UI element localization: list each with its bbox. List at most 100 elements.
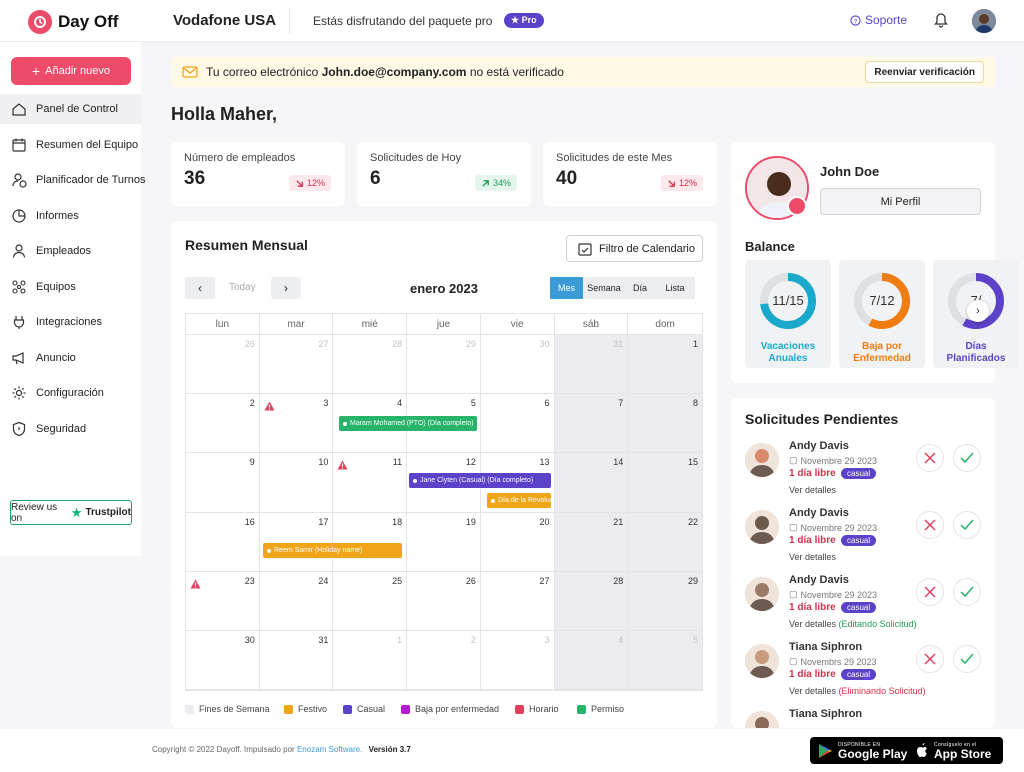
prev-month-button[interactable]: ‹ bbox=[185, 277, 215, 299]
calendar-event[interactable]: Jane Clyten (Casual) (Día completo) bbox=[409, 473, 551, 488]
calendar-day[interactable]: 8 bbox=[628, 394, 702, 454]
sidebar-item-anuncio[interactable]: Anuncio bbox=[0, 343, 141, 373]
calendar-day[interactable]: 21 bbox=[554, 512, 629, 572]
calendar-day[interactable]: 3 bbox=[480, 630, 555, 690]
calendar-day[interactable]: 29 bbox=[407, 335, 481, 395]
my-profile-button[interactable]: Mi Perfil bbox=[820, 188, 981, 215]
calendar-day[interactable]: 30 bbox=[186, 630, 260, 690]
stat-value: 6 bbox=[370, 168, 381, 189]
sidebar-item-label: Equipos bbox=[36, 280, 76, 293]
view-details-link[interactable]: Ver detalles bbox=[789, 485, 837, 495]
calendar-day[interactable]: 20 bbox=[480, 512, 555, 572]
view-tab[interactable]: Semana bbox=[583, 277, 625, 299]
calendar-day[interactable]: 13 bbox=[480, 453, 555, 513]
sidebar-item-equipos[interactable]: Equipos bbox=[0, 272, 141, 302]
calendar-day[interactable]: 26 bbox=[186, 335, 260, 395]
calendar-day[interactable]: 26 bbox=[407, 571, 481, 631]
notification-bell-icon[interactable] bbox=[932, 11, 950, 32]
calendar-day[interactable]: 28 bbox=[554, 571, 629, 631]
calendar-day[interactable]: 3 bbox=[259, 394, 334, 454]
sidebar-item-integraciones[interactable]: Integraciones bbox=[0, 307, 141, 337]
next-month-button[interactable]: › bbox=[271, 277, 301, 299]
sidebar-item-empleados[interactable]: Empleados bbox=[0, 236, 141, 266]
calendar-day[interactable]: 27 bbox=[259, 335, 334, 395]
calendar-day[interactable]: 7 bbox=[554, 394, 629, 454]
calendar-day[interactable]: 25 bbox=[333, 571, 408, 631]
sidebar-item-informes[interactable]: Informes bbox=[0, 201, 141, 231]
view-tab[interactable]: Mes bbox=[550, 277, 583, 299]
day-number: 16 bbox=[244, 516, 255, 527]
view-details-link[interactable]: Ver detalles bbox=[789, 686, 837, 696]
view-details-link[interactable]: Ver detalles bbox=[789, 552, 837, 562]
event-label: Maram Mohamed (PTO) (Día completo) bbox=[350, 420, 474, 427]
sidebar-item-seguridad[interactable]: Seguridad bbox=[0, 414, 141, 444]
calendar-day[interactable]: 29 bbox=[628, 571, 702, 631]
view-details-link[interactable]: Ver detalles bbox=[789, 619, 837, 629]
approve-request-button[interactable] bbox=[953, 444, 981, 472]
today-button[interactable]: Today bbox=[229, 282, 256, 293]
support-link[interactable]: ? Soporte bbox=[850, 13, 907, 27]
trustpilot-review-button[interactable]: Review us on ★ Trustpilot bbox=[10, 500, 132, 525]
user-avatar[interactable] bbox=[972, 9, 996, 33]
approve-request-button[interactable] bbox=[953, 645, 981, 673]
calendar-day[interactable]: 9 bbox=[186, 453, 260, 513]
calendar-day[interactable]: 19 bbox=[407, 512, 481, 572]
day-number: 23 bbox=[244, 575, 255, 586]
resend-verification-button[interactable]: Reenviar verificación bbox=[865, 61, 984, 83]
calendar-day[interactable]: 18 bbox=[333, 512, 408, 572]
request-type-badge: casual bbox=[841, 602, 877, 613]
calendar-day[interactable]: 5 bbox=[407, 394, 481, 454]
app-logo[interactable]: Day Off bbox=[28, 10, 118, 34]
calendar-day[interactable]: 6 bbox=[480, 394, 555, 454]
balance-item[interactable]: 7/12 Baja por Enfermedad bbox=[839, 260, 925, 368]
balance-item[interactable]: 11/15 Vacaciones Anuales bbox=[745, 260, 831, 368]
reject-request-button[interactable] bbox=[916, 511, 944, 539]
calendar-day[interactable]: 15 bbox=[628, 453, 702, 513]
sidebar-item-resumen-del-equipo[interactable]: Resumen del Equipo bbox=[0, 130, 141, 160]
request-type-badge: casual bbox=[841, 535, 877, 546]
view-tab[interactable]: Lista bbox=[655, 277, 695, 299]
calendar-filter-button[interactable]: Filtro de Calendario bbox=[566, 235, 703, 262]
calendar-day[interactable]: 24 bbox=[259, 571, 334, 631]
approve-request-button[interactable] bbox=[953, 578, 981, 606]
calendar-day[interactable]: 2 bbox=[407, 630, 481, 690]
calendar-day[interactable]: 17 bbox=[259, 512, 334, 572]
add-new-button[interactable]: + Añadir nuevo bbox=[11, 57, 131, 85]
calendar-day[interactable]: 31 bbox=[554, 335, 629, 395]
calendar-day[interactable]: 28 bbox=[333, 335, 408, 395]
day-number: 2 bbox=[249, 398, 255, 409]
event-dot-icon bbox=[267, 548, 271, 553]
calendar-day[interactable]: 27 bbox=[480, 571, 555, 631]
company-link[interactable]: Enozam Software. bbox=[296, 745, 363, 754]
google-play-button[interactable]: DISPONIBLE EN Google Play bbox=[810, 737, 916, 764]
calendar-event[interactable]: Reem Samir (Holiday name) bbox=[263, 543, 402, 558]
calendar-day[interactable]: 23 bbox=[186, 571, 260, 631]
reject-request-button[interactable] bbox=[916, 444, 944, 472]
sidebar-item-panel-de-control[interactable]: Panel de Control bbox=[0, 94, 141, 124]
calendar-event[interactable]: Día de la Revolución bbox=[487, 493, 551, 508]
app-name: Day Off bbox=[58, 12, 119, 31]
calendar-day[interactable]: 5 bbox=[628, 630, 702, 690]
approve-request-button[interactable] bbox=[953, 511, 981, 539]
view-tab[interactable]: Día bbox=[625, 277, 655, 299]
calendar-day[interactable]: 31 bbox=[259, 630, 334, 690]
calendar-day[interactable]: 1 bbox=[333, 630, 408, 690]
reject-request-button[interactable] bbox=[916, 645, 944, 673]
reject-request-button[interactable] bbox=[916, 578, 944, 606]
balance-next-button[interactable]: › bbox=[967, 300, 989, 322]
calendar-day[interactable]: 11 bbox=[333, 453, 408, 513]
calendar-day[interactable]: 14 bbox=[554, 453, 629, 513]
calendar-day[interactable]: 22 bbox=[628, 512, 702, 572]
sidebar: + Añadir nuevo Panel de Control Resumen d… bbox=[0, 42, 145, 556]
calendar-day[interactable]: 10 bbox=[259, 453, 334, 513]
calendar-day[interactable]: 2 bbox=[186, 394, 260, 454]
calendar-day[interactable]: 1 bbox=[628, 335, 702, 395]
calendar-event[interactable]: Maram Mohamed (PTO) (Día completo) bbox=[339, 416, 477, 431]
day-number: 21 bbox=[613, 516, 624, 527]
sidebar-item-configuracion[interactable]: Configuración bbox=[0, 378, 141, 408]
calendar-day[interactable]: 30 bbox=[480, 335, 555, 395]
sidebar-item-planificador-de-turnos[interactable]: Planificador de Turnos bbox=[0, 165, 145, 195]
calendar-day[interactable]: 16 bbox=[186, 512, 260, 572]
calendar-day[interactable]: 4 bbox=[554, 630, 629, 690]
app-store-button[interactable]: Consíguelo en el App Store bbox=[908, 737, 1003, 764]
